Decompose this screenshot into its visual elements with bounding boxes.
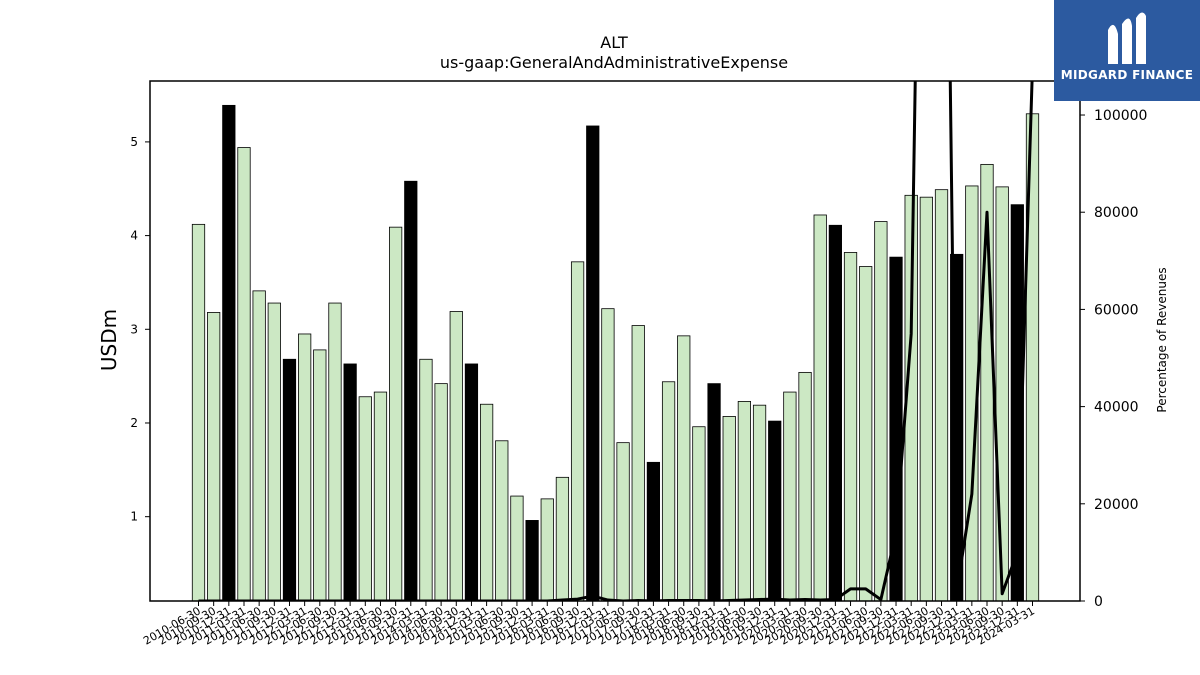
bar: [404, 180, 418, 602]
bar: [449, 311, 463, 602]
midgard-logo-icon: [1108, 12, 1146, 65]
bar: [464, 363, 479, 602]
bar: [828, 224, 842, 602]
y2-axis-ticks: 0 20000 40000 60000 80000 100000: [1080, 108, 1147, 610]
y2-tick-label: 100000: [1094, 108, 1147, 124]
bar: [616, 442, 630, 602]
chart-title: ALT: [600, 33, 628, 52]
bar: [692, 426, 706, 602]
line-series: [198, 81, 1034, 601]
bar: [525, 520, 539, 602]
bar: [995, 186, 1009, 602]
y-tick-label: 1: [130, 510, 138, 524]
x-axis-ticks: 2010-06-302010-09-302010-12-312011-03-31…: [141, 601, 1037, 648]
bar: [373, 391, 388, 602]
bar: [707, 383, 721, 602]
bar: [328, 302, 342, 602]
bar: [601, 308, 615, 602]
bar: [783, 391, 797, 602]
bar: [768, 420, 782, 602]
bar: [510, 495, 524, 602]
bar: [358, 396, 372, 602]
bar: [419, 358, 433, 602]
bar: [282, 358, 297, 602]
y2-tick-label: 0: [1094, 594, 1103, 610]
bar: [191, 223, 206, 602]
bar: [555, 476, 570, 602]
bar: [267, 302, 281, 602]
bar: [631, 325, 645, 602]
bar: [919, 196, 933, 602]
y2-tick-label: 60000: [1094, 302, 1139, 318]
y-tick-label: 4: [130, 229, 138, 243]
bar: [540, 498, 554, 602]
bar: [843, 252, 858, 602]
bar: [252, 290, 266, 602]
bar: [313, 349, 327, 602]
bar: [479, 403, 494, 602]
bar: [343, 363, 357, 602]
bar: [752, 404, 767, 602]
bar: [495, 440, 509, 602]
bar: [798, 371, 812, 602]
y-axis-label: USDm: [97, 309, 121, 371]
bar: [859, 266, 873, 602]
y2-tick-label: 40000: [1094, 400, 1139, 416]
bar: [737, 401, 751, 602]
y2-axis-label: Percentage of Revenues: [1155, 267, 1169, 412]
bar: [813, 214, 827, 602]
y-tick-label: 2: [130, 416, 138, 430]
bar: [570, 261, 585, 602]
brand-name: MIDGARD FINANCE: [1060, 68, 1194, 82]
y2-tick-label: 80000: [1094, 205, 1139, 221]
bar: [207, 312, 221, 602]
y2-tick-label: 20000: [1094, 497, 1139, 513]
y-tick-label: 5: [130, 135, 138, 149]
bar: [646, 461, 661, 602]
bar: [237, 147, 251, 602]
percentage-line: [198, 81, 1034, 601]
bar-series: [191, 104, 1040, 602]
bar: [389, 226, 403, 602]
bar: [434, 383, 448, 602]
y-tick-label: 3: [130, 322, 138, 336]
bar: [722, 416, 736, 602]
bar: [222, 104, 236, 602]
bar: [661, 381, 676, 602]
chart-subtitle: us-gaap:GeneralAndAdministrativeExpense: [440, 53, 788, 72]
bar: [874, 221, 888, 602]
bar: [298, 333, 312, 602]
brand-logo: MIDGARD FINANCE: [1054, 0, 1200, 101]
y-axis-ticks: 1 2 3 4 5: [130, 135, 150, 524]
bar: [677, 335, 691, 602]
bar: [934, 189, 949, 602]
bar: [586, 125, 600, 602]
